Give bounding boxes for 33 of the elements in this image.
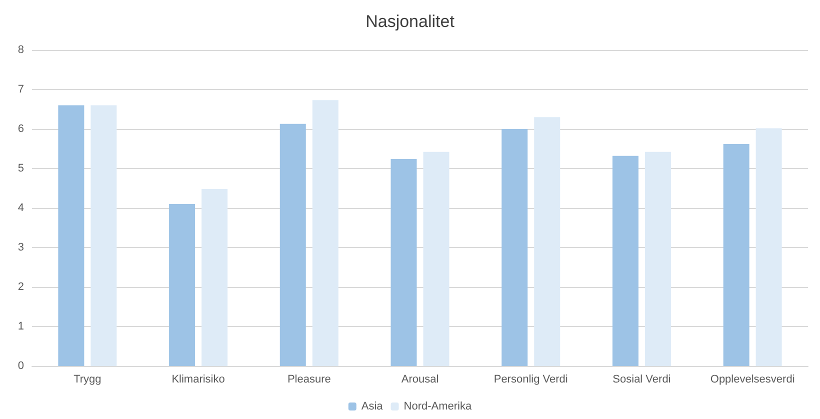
y-tick-label: 6 <box>18 123 24 135</box>
y-tick-label: 8 <box>18 44 24 56</box>
bar <box>312 100 338 366</box>
bar <box>202 189 228 366</box>
y-tick-label: 3 <box>18 242 24 254</box>
y-tick-label: 1 <box>18 320 24 332</box>
x-tick-label: Personlig Verdi <box>494 374 568 386</box>
legend-label: Asia <box>361 400 384 412</box>
bar <box>644 152 671 366</box>
y-tick-label: 7 <box>18 84 24 96</box>
legend-label: Nord-Amerika <box>404 400 473 412</box>
chart-title: Nasjonalitet <box>366 12 455 31</box>
x-tick-label: Klimarisiko <box>172 374 225 386</box>
bar <box>280 124 306 366</box>
x-tick-label: Pleasure <box>287 374 331 386</box>
y-tick-label: 2 <box>18 281 24 293</box>
bar <box>612 156 638 366</box>
bar <box>723 144 750 366</box>
bar <box>169 204 196 366</box>
x-tick-label: Arousal <box>401 374 439 386</box>
x-tick-label: Opplevelsesverdi <box>710 374 795 386</box>
bar <box>502 129 528 366</box>
bar <box>390 159 417 366</box>
bar <box>756 128 782 366</box>
bar <box>90 105 117 366</box>
y-tick-label: 0 <box>18 360 24 372</box>
y-tick-label: 4 <box>18 202 24 214</box>
x-tick-label: Sosial Verdi <box>612 374 671 386</box>
bar <box>423 152 450 366</box>
bar <box>534 117 560 366</box>
x-tick-label: Trygg <box>74 374 102 386</box>
bar <box>58 105 84 366</box>
y-tick-label: 5 <box>18 162 24 174</box>
